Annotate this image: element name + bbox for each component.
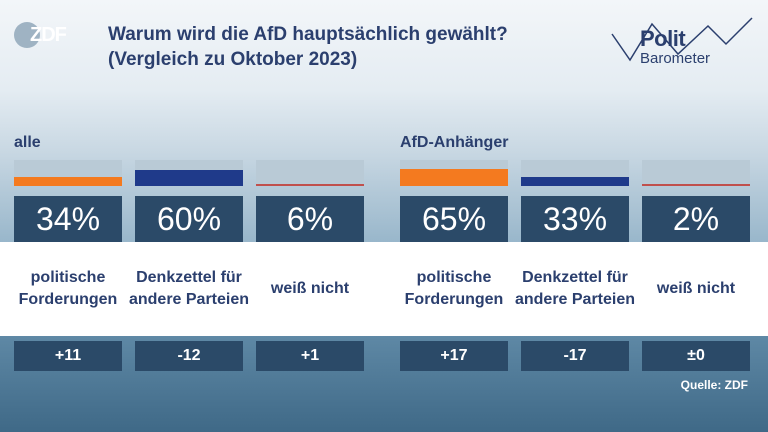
bar-track: [400, 160, 508, 186]
group-label: AfD-Anhänger: [400, 134, 509, 151]
value-label: 2%: [642, 196, 750, 242]
value-label: 6%: [256, 196, 364, 242]
category-label: Denkzettel für andere Parteien: [128, 269, 250, 308]
change-label: +11: [14, 341, 122, 371]
politbarometer-logo: Polit Barometer: [608, 14, 758, 74]
bar: [135, 170, 243, 186]
bar-track: [642, 160, 750, 186]
bar: [14, 177, 122, 186]
value-label: 65%: [400, 196, 508, 242]
bar-track: [521, 160, 629, 186]
logo-text: ZDF: [30, 24, 67, 46]
bar: [400, 169, 508, 186]
category-band: [0, 242, 768, 336]
politbarometer-zigzag-icon: [611, 17, 753, 62]
category-label: weiß nicht: [270, 280, 350, 297]
value-label: 33%: [521, 196, 629, 242]
source-label: Quelle: ZDF: [680, 378, 748, 392]
brand-line2: Barometer: [640, 50, 711, 67]
bar: [521, 177, 629, 186]
bar: [642, 184, 750, 186]
zdf-logo: ZDF: [14, 22, 84, 48]
category-label: weiß nicht: [656, 280, 736, 297]
bar-track: [135, 160, 243, 186]
change-label: ±0: [642, 341, 750, 371]
category-label: Denkzettel für andere Parteien: [514, 269, 636, 308]
brand-line1: Polit: [640, 26, 686, 51]
value-label: 60%: [135, 196, 243, 242]
change-label: -12: [135, 341, 243, 371]
logo-circle: [14, 22, 40, 48]
bar: [256, 184, 364, 186]
change-label: -17: [521, 341, 629, 371]
chart-title: Warum wird die AfD hauptsächlich gewählt…: [108, 24, 508, 70]
bar-track: [14, 160, 122, 186]
change-label: +17: [400, 341, 508, 371]
value-label: 34%: [14, 196, 122, 242]
group-label: alle: [14, 134, 41, 151]
change-label: +1: [256, 341, 364, 371]
bar-track: [256, 160, 364, 186]
category-label: politische Forderungen: [404, 269, 504, 308]
category-label: politische Forderungen: [18, 269, 118, 308]
